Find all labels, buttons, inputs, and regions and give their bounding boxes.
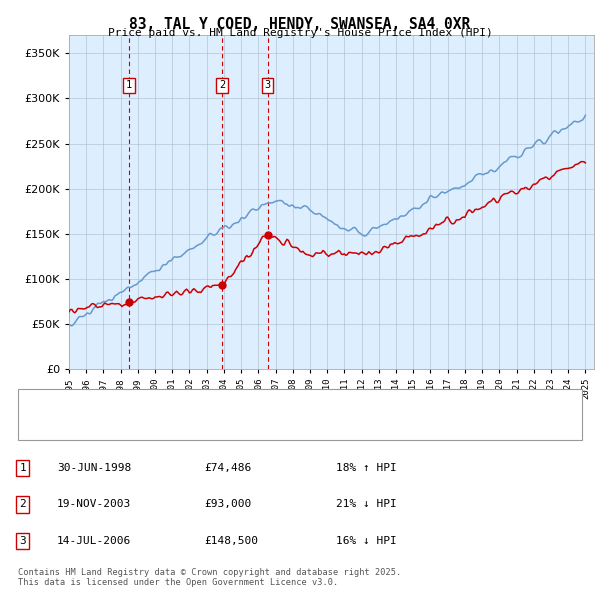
Text: 3: 3 [265, 80, 271, 90]
Text: 3: 3 [19, 536, 26, 546]
Text: Contains HM Land Registry data © Crown copyright and database right 2025.
This d: Contains HM Land Registry data © Crown c… [18, 568, 401, 587]
Text: 1: 1 [19, 463, 26, 473]
Text: 30-JUN-1998: 30-JUN-1998 [57, 463, 131, 473]
Text: £74,486: £74,486 [204, 463, 251, 473]
Text: £148,500: £148,500 [204, 536, 258, 546]
Text: 1: 1 [126, 80, 133, 90]
Text: HPI: Average price, detached house, Carmarthenshire: HPI: Average price, detached house, Carm… [60, 421, 379, 431]
Text: 16% ↓ HPI: 16% ↓ HPI [336, 536, 397, 546]
Text: Price paid vs. HM Land Registry's House Price Index (HPI): Price paid vs. HM Land Registry's House … [107, 28, 493, 38]
Text: 14-JUL-2006: 14-JUL-2006 [57, 536, 131, 546]
Text: 21% ↓ HPI: 21% ↓ HPI [336, 500, 397, 509]
Text: 83, TAL Y COED, HENDY, SWANSEA, SA4 0XR (detached house): 83, TAL Y COED, HENDY, SWANSEA, SA4 0XR … [60, 398, 410, 408]
Text: 2: 2 [219, 80, 225, 90]
Text: £93,000: £93,000 [204, 500, 251, 509]
Text: 18% ↑ HPI: 18% ↑ HPI [336, 463, 397, 473]
Text: 83, TAL Y COED, HENDY, SWANSEA, SA4 0XR: 83, TAL Y COED, HENDY, SWANSEA, SA4 0XR [130, 17, 470, 31]
Text: 19-NOV-2003: 19-NOV-2003 [57, 500, 131, 509]
Text: 2: 2 [19, 500, 26, 509]
